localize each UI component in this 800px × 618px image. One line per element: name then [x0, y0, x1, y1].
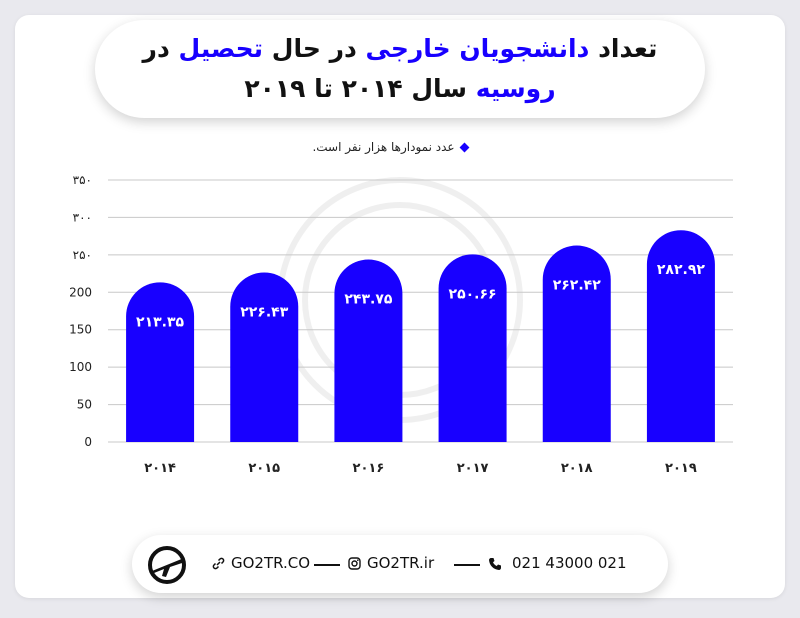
y-tick-label: 150	[69, 323, 92, 337]
x-tick-label: ۲۰۱۵	[248, 461, 280, 476]
title-word: سال ۲۰۱۴ تا ۲۰۱۹	[244, 74, 467, 103]
title-highlight: روسیه	[476, 74, 556, 103]
y-tick-label: 100	[69, 360, 92, 374]
diamond-bullet-icon	[459, 143, 469, 153]
chart-title: تعداد دانشجویان خارجی در حال تحصیل در رو…	[95, 20, 705, 118]
divider	[314, 564, 340, 566]
units-note-text: عدد نمودارها هزار نفر است.	[312, 140, 454, 154]
title-word: در	[143, 34, 170, 63]
title-line-1: تعداد دانشجویان خارجی در حال تحصیل در	[95, 29, 705, 69]
bar-value-label: ۲۶۲.۴۲	[553, 278, 601, 294]
instagram-link[interactable]: GO2TR.ir	[348, 554, 434, 572]
bars	[126, 230, 715, 442]
phone-link[interactable]: 021 43000 021	[488, 554, 627, 572]
x-axis: ۲۰۱۴ ۲۰۱۵ ۲۰۱۶ ۲۰۱۷ ۲۰۱۸ ۲۰۱۹	[144, 461, 697, 476]
bar-value-label: ۲۲۶.۴۳	[240, 305, 288, 321]
y-tick-label: ۲۵۰	[73, 248, 92, 262]
bar	[230, 273, 298, 442]
link-icon	[212, 557, 225, 570]
phone-text: 021 43000 021	[512, 554, 627, 572]
footer-bar: GO2TR.CO GO2TR.ir 021 43000 021	[132, 535, 668, 593]
y-tick-label: 0	[84, 435, 92, 449]
grid-lines	[108, 180, 733, 442]
bar	[126, 282, 194, 442]
title-highlight: تحصیل	[179, 34, 264, 63]
y-tick-label: 200	[69, 285, 92, 299]
instagram-icon	[348, 557, 361, 570]
bar-value-label: ۲۵۰.۶۶	[449, 286, 497, 302]
bar-value-label: ۲۸۲.۹۲	[657, 262, 705, 278]
x-tick-label: ۲۰۱۶	[353, 461, 385, 476]
x-tick-label: ۲۰۱۹	[665, 461, 697, 476]
y-axis: 0 50 100 150 200 ۲۵۰ ۳۰۰ ۳۵۰	[69, 173, 92, 449]
title-line-2: روسیه سال ۲۰۱۴ تا ۲۰۱۹	[95, 69, 705, 109]
title-word: در حال	[272, 34, 357, 63]
title-highlight: دانشجویان خارجی	[366, 34, 590, 63]
instagram-text: GO2TR.ir	[367, 554, 434, 572]
website-text: GO2TR.CO	[231, 554, 310, 572]
title-word: تعداد	[598, 34, 657, 63]
x-tick-label: ۲۰۱۴	[144, 461, 176, 476]
phone-icon	[488, 557, 502, 571]
bar	[439, 254, 507, 442]
bar	[543, 246, 611, 442]
x-tick-label: ۲۰۱۸	[561, 461, 593, 476]
go2tr-logo-icon	[146, 544, 188, 586]
value-labels: ۲۱۳.۳۵ ۲۲۶.۴۳ ۲۴۳.۷۵ ۲۵۰.۶۶ ۲۶۲.۴۲ ۲۸۲.۹۲	[136, 262, 705, 330]
x-tick-label: ۲۰۱۷	[457, 461, 489, 476]
bar-value-label: ۲۱۳.۳۵	[136, 314, 184, 330]
divider	[454, 564, 480, 566]
y-tick-label: ۳۰۰	[73, 210, 92, 224]
y-tick-label: 50	[77, 398, 92, 412]
bar	[334, 260, 402, 442]
y-tick-label: ۳۵۰	[73, 173, 92, 187]
units-note: عدد نمودارها هزار نفر است.	[280, 140, 500, 154]
website-link[interactable]: GO2TR.CO	[212, 554, 310, 572]
bar-value-label: ۲۴۳.۷۵	[344, 292, 392, 308]
